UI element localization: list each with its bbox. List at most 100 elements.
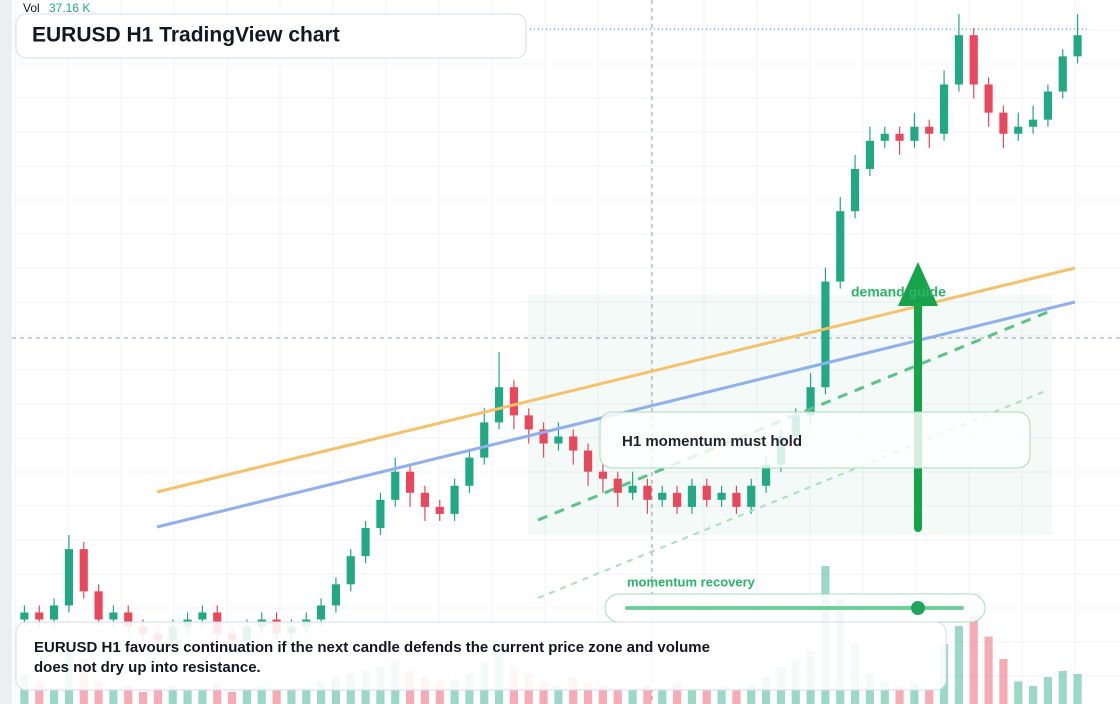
candle-body [643, 485, 652, 500]
volume-bar [628, 690, 637, 704]
candle-body [732, 492, 741, 507]
volume-bar [925, 689, 934, 704]
candle-body [999, 112, 1008, 134]
volume-bar [717, 686, 726, 704]
candle-body [910, 126, 919, 141]
volume-bar [242, 689, 251, 704]
candle-body [687, 485, 696, 507]
candle-body [509, 387, 518, 416]
volume-bar [954, 626, 963, 704]
candle-body [480, 422, 489, 458]
candle-body [1043, 91, 1052, 120]
volume-bar [732, 690, 741, 704]
candle-body [406, 471, 415, 493]
volume-bar [999, 659, 1008, 704]
summary-box [15, 621, 947, 691]
candle-body [331, 584, 340, 606]
volume-bar [213, 683, 222, 704]
volume-bar [435, 681, 444, 704]
volume-bar [1014, 681, 1023, 704]
volume-bar [124, 686, 133, 704]
summary-line: EURUSD H1 favours continuation if the ne… [34, 639, 710, 656]
candle-body [64, 549, 73, 606]
volume-bar [50, 689, 59, 704]
candle-body [391, 471, 400, 500]
candle-body [628, 485, 637, 493]
note-text: H1 momentum must hold [622, 433, 802, 450]
summary-line: does not dry up into resistance. [34, 659, 261, 676]
volume-bar [969, 617, 978, 704]
volume-bar [1073, 674, 1082, 704]
volume-bar [584, 683, 593, 704]
volume-bar [228, 692, 237, 704]
title-box [15, 13, 527, 59]
candle-body [836, 211, 845, 282]
candle-layer [20, 14, 1082, 648]
volume-bar [747, 684, 756, 704]
volume-bar [687, 687, 696, 704]
volume-bar [1029, 686, 1038, 704]
candle-body [361, 528, 370, 557]
candle-body [465, 457, 474, 486]
candle-body [569, 436, 578, 451]
candle-body [940, 84, 949, 134]
volume-bar [183, 690, 192, 704]
volume-bar [539, 681, 548, 704]
candle-body [317, 605, 326, 620]
candle-body [198, 612, 207, 620]
candle-body [20, 612, 29, 620]
candle-body [109, 612, 118, 620]
volume-bar [658, 689, 667, 704]
volume-bar [272, 690, 281, 704]
candle-body [435, 506, 444, 514]
note-box [599, 411, 1031, 469]
candle-body [925, 126, 934, 134]
candle-body [821, 281, 830, 388]
volume-bar [984, 636, 993, 704]
candle-body [35, 612, 44, 620]
candle-body [954, 35, 963, 85]
candle-body [50, 605, 59, 620]
candle-body [450, 485, 459, 514]
slider-label: momentum recovery [627, 574, 756, 589]
candle-body [865, 140, 874, 169]
candle-body [376, 499, 385, 528]
candle-body [539, 429, 548, 444]
volume-last: 37.16 K [49, 1, 90, 15]
volume-bar [702, 689, 711, 704]
candle-body [524, 415, 533, 430]
volume-bar [880, 681, 889, 704]
volume-bar [1043, 677, 1052, 704]
volume-label: Vol [23, 1, 40, 15]
arrow-head [898, 262, 938, 306]
candle-body [969, 35, 978, 85]
volume-bar [317, 681, 326, 704]
volume-bar [1058, 671, 1067, 704]
candle-body [762, 464, 771, 486]
volume-bar [198, 689, 207, 704]
volume-bar [554, 686, 563, 704]
volume-bar [139, 692, 148, 704]
candle-body [94, 591, 103, 620]
candle-body [717, 492, 726, 500]
candle-body [1073, 35, 1082, 57]
candle-body [880, 133, 889, 141]
candle-body [613, 478, 622, 493]
candle-body [124, 612, 133, 627]
candle-body [851, 168, 860, 212]
candle-body [984, 84, 993, 113]
volume-bar [257, 686, 266, 704]
candle-body [79, 549, 88, 592]
volume-bar [35, 681, 44, 704]
volume-bar [673, 683, 682, 704]
candle-body [495, 387, 504, 423]
volume-bar [643, 686, 652, 704]
left-edge [0, 0, 12, 704]
volume-bar [910, 683, 919, 704]
candle-body [673, 492, 682, 507]
candle-body [420, 492, 429, 507]
candle-body [806, 387, 815, 416]
slider-knob[interactable] [911, 601, 925, 615]
